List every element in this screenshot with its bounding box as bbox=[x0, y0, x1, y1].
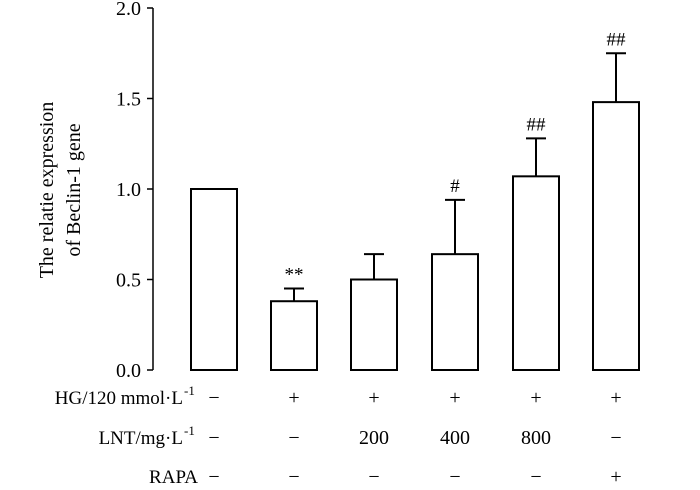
significance-mark: ## bbox=[527, 114, 547, 135]
y-tick-label: 1.5 bbox=[116, 89, 141, 111]
bars: **##### bbox=[190, 29, 640, 372]
y-axis-label: The relatie expression of Beclin-1 gene bbox=[36, 102, 85, 279]
bar bbox=[592, 101, 640, 372]
condition-table: HG/120 mmol·L -1− + + + + +LNT/mg·L -1− −200 400 8… bbox=[55, 383, 622, 488]
condition-label-superscript: -1 bbox=[184, 383, 195, 398]
condition-value: − bbox=[208, 466, 219, 488]
condition-value: − bbox=[530, 466, 541, 488]
condition-value: − bbox=[288, 466, 299, 488]
condition-value: + bbox=[610, 387, 621, 409]
condition-value: + bbox=[368, 387, 379, 409]
condition-value: + bbox=[530, 387, 541, 409]
condition-label: LNT/mg·L bbox=[99, 428, 183, 449]
condition-value: 200 bbox=[359, 427, 389, 449]
y-tick-label: 2.0 bbox=[116, 0, 141, 20]
significance-mark: ## bbox=[607, 29, 627, 50]
y-tick-label: 0.0 bbox=[116, 360, 141, 382]
condition-value: − bbox=[449, 466, 460, 488]
condition-value: − bbox=[208, 387, 219, 409]
y-axis-label-line: The relatie expression bbox=[36, 102, 58, 279]
condition-value: + bbox=[610, 466, 621, 488]
bar bbox=[190, 188, 238, 371]
y-axis-label-line: of Beclin-1 gene bbox=[63, 123, 85, 256]
condition-value: 800 bbox=[521, 427, 551, 449]
condition-value: + bbox=[449, 387, 460, 409]
condition-value: + bbox=[288, 387, 299, 409]
condition-value: − bbox=[288, 427, 299, 449]
condition-label: HG/120 mmol·L bbox=[55, 388, 183, 409]
bar bbox=[512, 175, 560, 371]
condition-value: − bbox=[208, 427, 219, 449]
condition-value: − bbox=[368, 466, 379, 488]
y-tick-label: 0.5 bbox=[116, 270, 141, 292]
bar bbox=[270, 300, 318, 371]
condition-label: RAPA bbox=[149, 467, 198, 488]
significance-mark: ** bbox=[285, 265, 304, 286]
y-tick-label: 1.0 bbox=[116, 179, 141, 201]
bar bbox=[431, 253, 479, 371]
condition-value: 400 bbox=[440, 427, 470, 449]
bar bbox=[350, 278, 398, 371]
condition-label-superscript: -1 bbox=[184, 423, 195, 438]
condition-value: − bbox=[610, 427, 621, 449]
significance-mark: # bbox=[450, 176, 460, 197]
y-axis: 0.0 0.5 1.0 1.5 2.0 bbox=[116, 0, 154, 382]
